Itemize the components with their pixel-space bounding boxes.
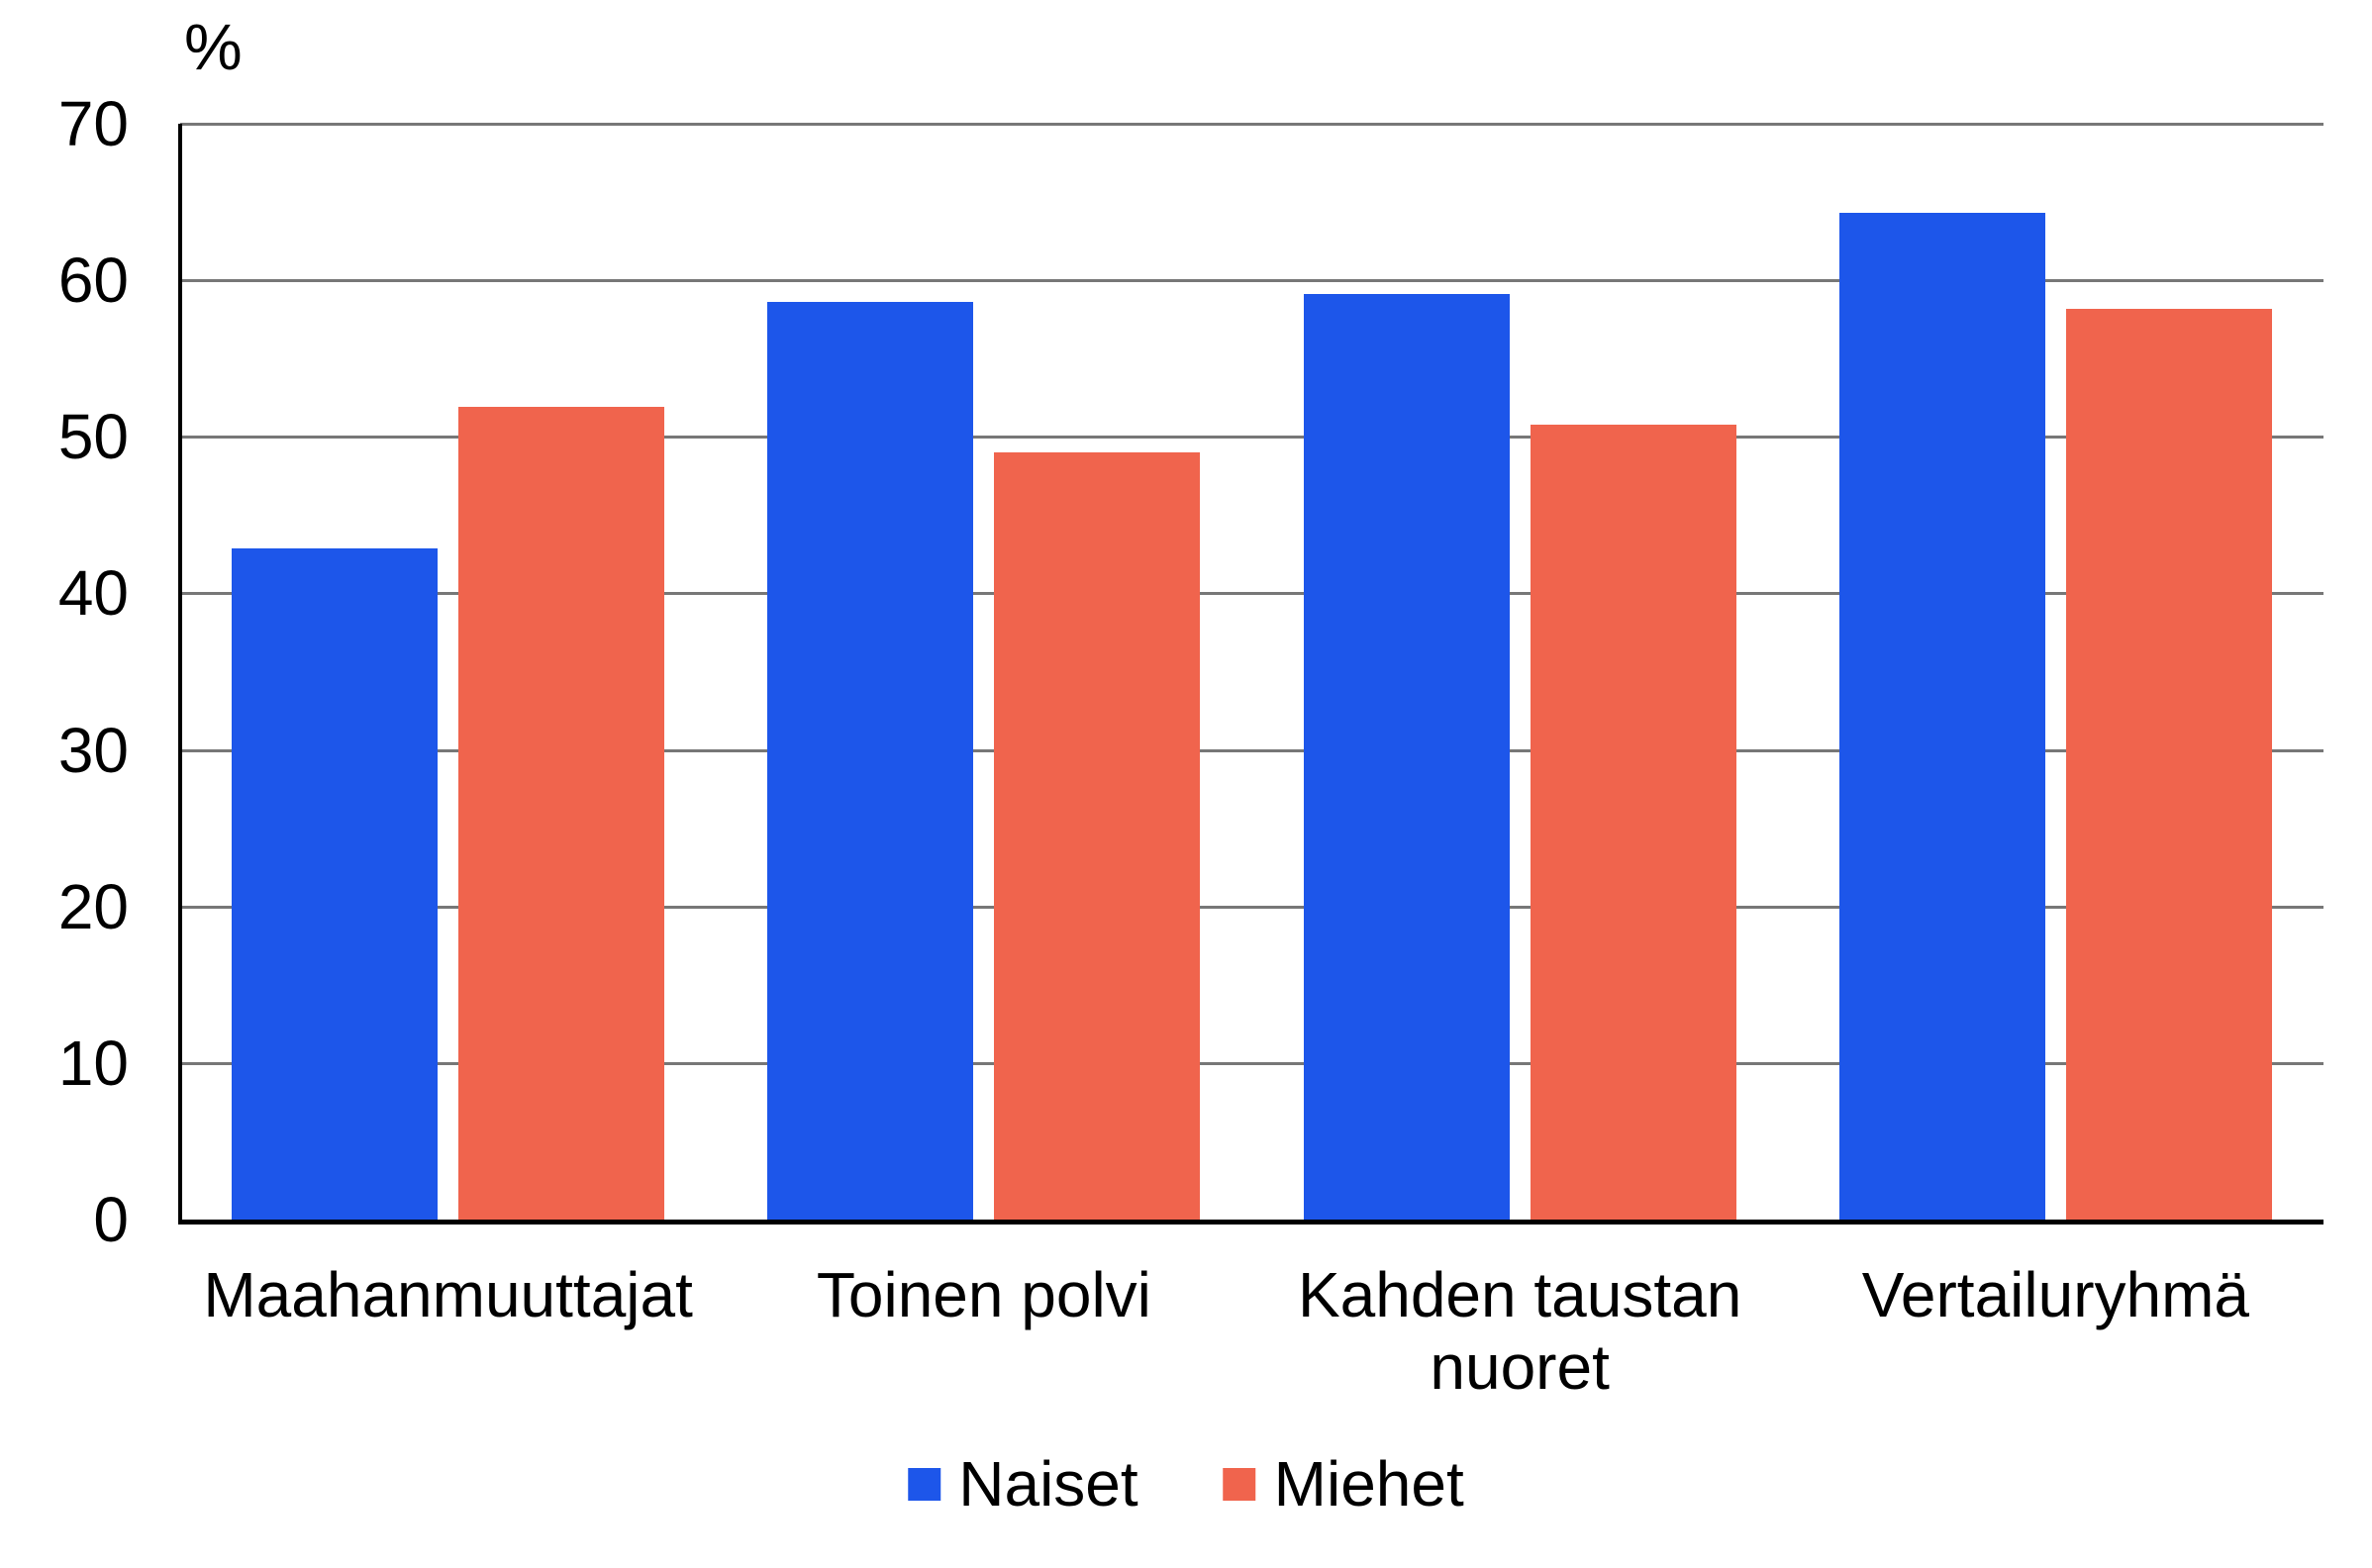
category-label: Toinen polvi	[816, 1259, 1151, 1330]
gridline-10	[180, 1061, 2323, 1065]
legend-label: Naiset	[958, 1448, 1138, 1519]
y-tick-label: 70	[57, 88, 129, 159]
y-tick-label: 10	[57, 1027, 129, 1099]
x-axis-line	[178, 1220, 2323, 1225]
gridline-70	[180, 123, 2323, 126]
plot-area	[180, 123, 2323, 1220]
bar-naiset-group4	[1838, 213, 2045, 1220]
x-axis-category-labels: Maahanmuuttajat Toinen polvi Kahden tausta…	[0, 1259, 2372, 1418]
y-tick-label: 30	[57, 714, 129, 786]
gridline-30	[180, 748, 2323, 752]
bar-naiset-group1	[232, 547, 439, 1220]
gridline-60	[180, 279, 2323, 283]
legend-item-naiset: Naiset	[908, 1447, 1138, 1520]
y-tick-label: 0	[93, 1184, 129, 1255]
gridline-40	[180, 592, 2323, 596]
legend: Naiset Miehet	[908, 1447, 1464, 1520]
legend-label: Miehet	[1273, 1448, 1464, 1519]
bar-miehet-group2	[994, 452, 1201, 1220]
gridline-20	[180, 905, 2323, 909]
y-axis-unit-label: %	[184, 10, 243, 83]
y-tick-label: 20	[57, 870, 129, 942]
gridline-50	[180, 436, 2323, 440]
bar-naiset-group3	[1303, 294, 1510, 1220]
bar-naiset-group2	[767, 302, 974, 1220]
category-label: Vertailuryhmä	[1861, 1259, 2250, 1330]
y-tick-label: 50	[57, 401, 129, 473]
y-tick-label: 60	[57, 245, 129, 317]
bar-miehet-group1	[458, 407, 665, 1220]
category-label: Maahanmuuttajat	[203, 1259, 693, 1330]
y-tick-label: 40	[57, 557, 129, 630]
category-label: Kahden taustan nuoret	[1297, 1259, 1742, 1403]
y-axis-line	[178, 124, 182, 1225]
y-axis-tick-labels: 0 10 20 30 40 50 60 70	[0, 88, 129, 1255]
legend-item-miehet: Miehet	[1223, 1447, 1464, 1520]
bar-miehet-group3	[1530, 424, 1736, 1220]
legend-swatch-naiset	[908, 1467, 941, 1501]
bar-miehet-group4	[2065, 308, 2272, 1220]
legend-swatch-miehet	[1223, 1467, 1256, 1501]
